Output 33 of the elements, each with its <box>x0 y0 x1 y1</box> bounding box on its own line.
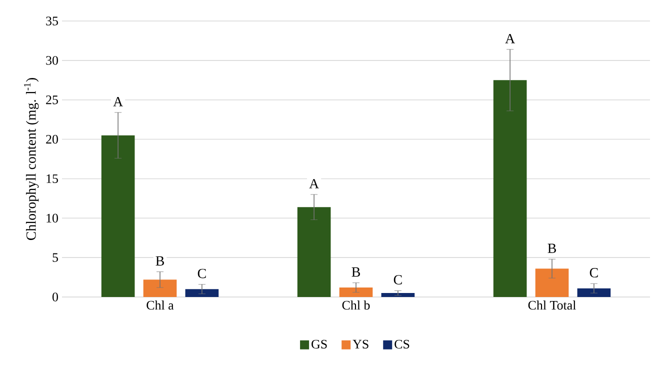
y-tick-label: 0 <box>52 292 58 302</box>
data-label: A <box>505 34 515 44</box>
legend-label: GS <box>312 340 327 349</box>
data-label: C <box>394 275 402 284</box>
y-tick-label: 30 <box>46 56 58 65</box>
y-tick-label: 20 <box>46 134 58 144</box>
data-label: B <box>352 267 360 277</box>
bar <box>381 293 415 297</box>
data-label: A <box>309 179 319 188</box>
legend-label: YS <box>352 340 368 349</box>
data-label: B <box>548 244 556 253</box>
data-label: C <box>590 268 598 278</box>
bar <box>339 288 373 297</box>
x-tick-label: Chl a <box>146 300 174 310</box>
bar <box>493 80 527 297</box>
y-axis-title: Chlorophyll content (mg. l$^{-1}$) <box>24 78 39 240</box>
x-tick-label: Chl b <box>342 300 370 310</box>
x-tick-label: Chl Total <box>528 300 576 310</box>
data-label: B <box>156 256 164 266</box>
y-tick-label: 35 <box>46 16 58 26</box>
y-tick-label: 25 <box>46 96 58 104</box>
bar <box>101 135 135 297</box>
bar <box>577 288 611 297</box>
y-tick-label: 10 <box>46 214 58 223</box>
bar <box>185 289 219 297</box>
legend-label: CS <box>394 340 410 349</box>
data-label: A <box>113 97 123 106</box>
y-tick-label: 5 <box>52 253 58 262</box>
y-tick-label: 15 <box>46 174 58 184</box>
bar <box>297 207 331 297</box>
bar <box>535 268 569 297</box>
data-label: C <box>198 268 206 278</box>
bar <box>143 280 177 297</box>
